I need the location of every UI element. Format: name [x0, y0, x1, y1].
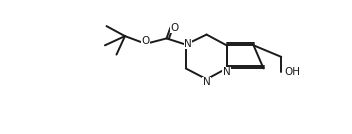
- Text: O: O: [142, 36, 150, 46]
- Text: N: N: [223, 67, 231, 77]
- Text: N: N: [203, 77, 210, 87]
- Text: N: N: [184, 39, 192, 49]
- Text: OH: OH: [284, 66, 300, 77]
- Text: O: O: [170, 23, 178, 33]
